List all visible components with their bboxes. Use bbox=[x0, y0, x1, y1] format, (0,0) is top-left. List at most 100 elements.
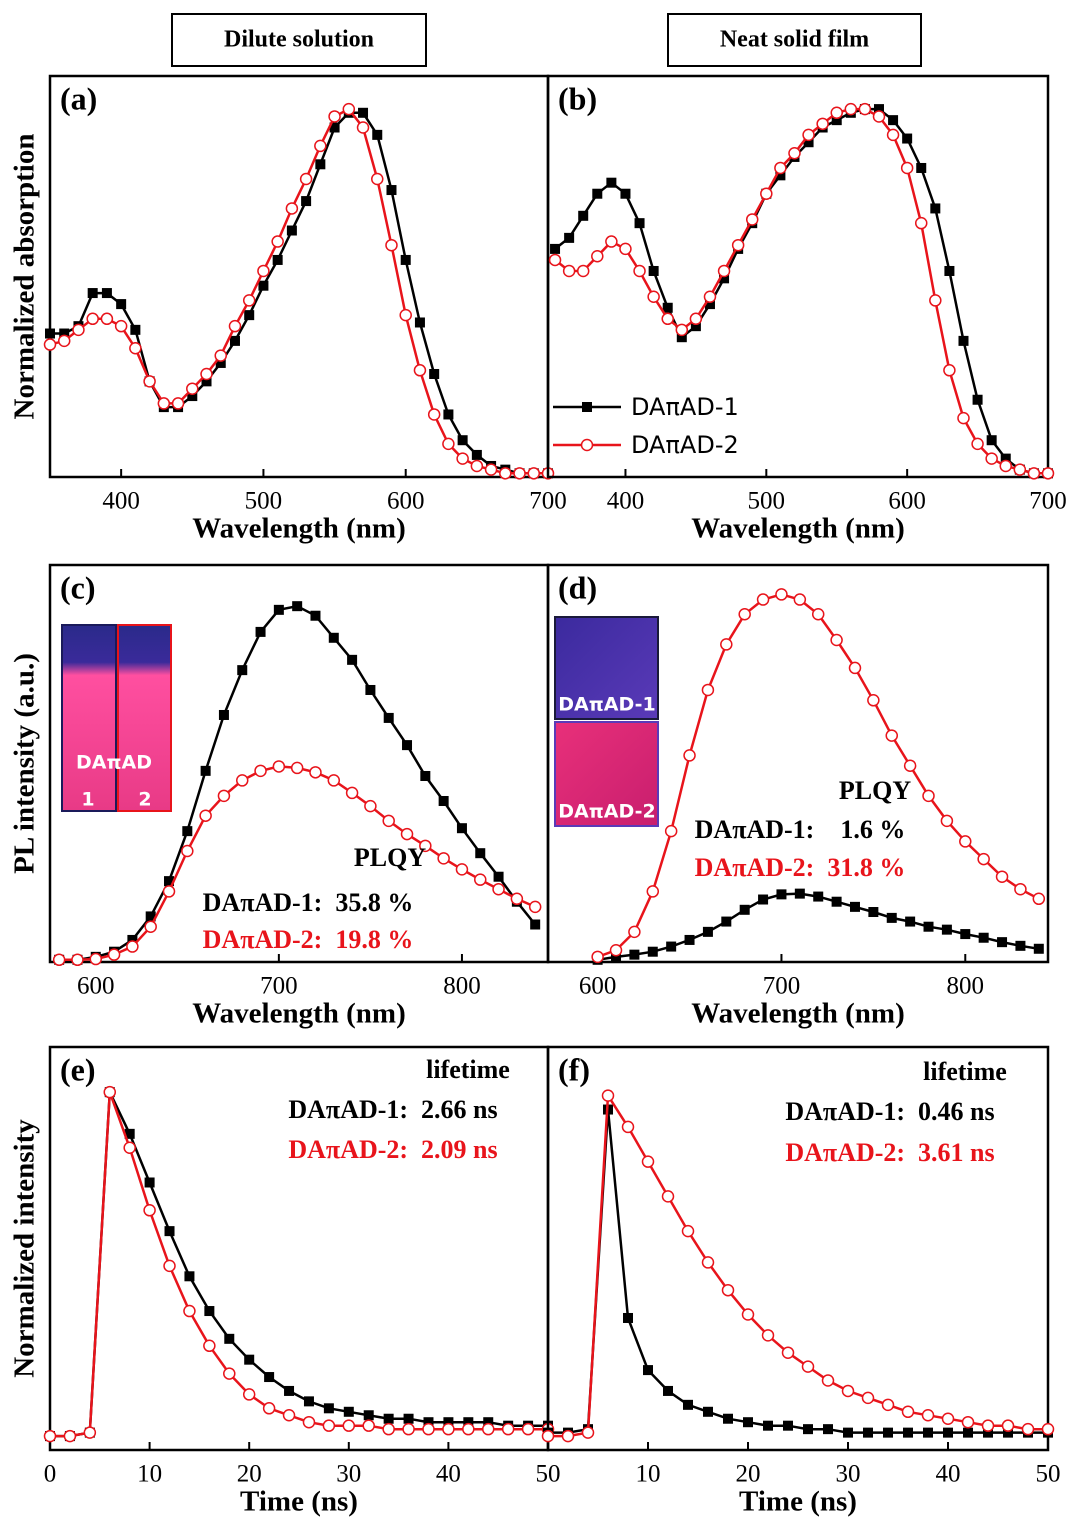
marker bbox=[1032, 892, 1046, 906]
marker bbox=[886, 128, 900, 142]
marker bbox=[701, 1256, 715, 1269]
marker bbox=[774, 161, 787, 175]
marker bbox=[471, 449, 482, 460]
marker bbox=[143, 375, 156, 388]
marker bbox=[244, 1354, 255, 1365]
marker bbox=[171, 397, 185, 410]
series-line bbox=[554, 107, 1048, 475]
marker bbox=[1041, 1422, 1055, 1436]
marker bbox=[513, 467, 526, 480]
marker bbox=[843, 1427, 853, 1438]
x-tick-label: 10 bbox=[636, 1461, 661, 1488]
marker bbox=[214, 349, 227, 362]
marker bbox=[623, 1312, 633, 1323]
marker bbox=[386, 185, 397, 196]
plot-frame bbox=[546, 563, 1050, 964]
marker bbox=[775, 588, 788, 601]
marker bbox=[255, 626, 266, 637]
marker bbox=[704, 299, 715, 310]
marker bbox=[643, 1365, 653, 1376]
marker bbox=[943, 1427, 953, 1438]
marker bbox=[493, 871, 504, 882]
marker bbox=[229, 335, 240, 346]
marker bbox=[661, 312, 674, 326]
marker bbox=[621, 1120, 635, 1134]
marker bbox=[902, 133, 913, 144]
x-tick-label: 40 bbox=[436, 1461, 461, 1488]
x-tick-label: 800 bbox=[443, 973, 481, 1000]
marker bbox=[144, 1177, 155, 1188]
marker bbox=[916, 162, 927, 173]
marker bbox=[783, 1420, 793, 1431]
marker bbox=[886, 912, 897, 923]
marker bbox=[831, 115, 842, 126]
marker bbox=[400, 827, 414, 841]
marker bbox=[788, 147, 801, 160]
marker bbox=[442, 1422, 455, 1436]
marker bbox=[101, 288, 112, 299]
marker bbox=[443, 1417, 454, 1428]
marker bbox=[499, 467, 512, 480]
marker bbox=[743, 1417, 753, 1428]
marker bbox=[429, 368, 440, 379]
marker bbox=[530, 919, 541, 930]
annotation: DAπAD-1: 2.66 ns bbox=[288, 1095, 497, 1124]
marker bbox=[162, 885, 176, 898]
inset-label: DAπAD-2 bbox=[558, 801, 655, 823]
marker bbox=[831, 896, 842, 907]
marker bbox=[383, 712, 394, 723]
marker bbox=[199, 809, 212, 822]
marker bbox=[228, 319, 242, 333]
marker bbox=[372, 129, 383, 140]
marker bbox=[181, 844, 194, 858]
marker bbox=[647, 946, 658, 957]
header: Neat solid film bbox=[720, 27, 869, 53]
inset-label: DAπAD-1 bbox=[558, 694, 655, 716]
marker bbox=[1015, 940, 1026, 951]
marker bbox=[756, 593, 770, 606]
marker bbox=[849, 901, 860, 912]
x-tick-label: 700 bbox=[763, 973, 801, 1000]
marker bbox=[258, 280, 269, 291]
marker bbox=[561, 1429, 575, 1443]
marker bbox=[345, 786, 359, 800]
marker bbox=[423, 1417, 434, 1428]
marker bbox=[548, 253, 562, 267]
marker bbox=[867, 694, 880, 707]
marker bbox=[328, 632, 339, 643]
marker bbox=[959, 835, 972, 848]
marker bbox=[830, 106, 843, 120]
marker bbox=[717, 264, 731, 278]
marker bbox=[941, 1412, 955, 1425]
marker bbox=[646, 885, 660, 898]
legend-marker bbox=[582, 402, 592, 412]
marker bbox=[995, 870, 1009, 883]
marker bbox=[739, 904, 750, 915]
marker bbox=[703, 290, 717, 303]
marker bbox=[929, 294, 942, 307]
marker bbox=[342, 1419, 356, 1432]
marker bbox=[442, 437, 455, 451]
marker bbox=[683, 1399, 693, 1410]
annotation: DAπAD-2: 31.8 % bbox=[695, 853, 906, 882]
x-tick-label: 500 bbox=[748, 488, 786, 515]
marker bbox=[382, 814, 395, 828]
x-axis-label: Wavelength (nm) bbox=[192, 513, 405, 545]
marker bbox=[284, 1385, 295, 1396]
marker bbox=[986, 435, 997, 446]
marker bbox=[456, 823, 467, 834]
marker bbox=[960, 929, 971, 940]
marker bbox=[399, 308, 412, 322]
marker bbox=[419, 839, 432, 853]
series-line bbox=[50, 111, 548, 475]
x-tick-label: 700 bbox=[1029, 488, 1067, 515]
marker bbox=[315, 159, 326, 170]
y-axis-label: PL intensity (a.u.) bbox=[9, 653, 41, 874]
marker bbox=[157, 397, 171, 410]
marker bbox=[664, 824, 678, 838]
marker bbox=[873, 104, 884, 115]
legend-label: DAπAD-2 bbox=[631, 431, 739, 459]
marker bbox=[581, 1426, 595, 1439]
marker bbox=[903, 1427, 913, 1438]
marker bbox=[242, 294, 256, 307]
